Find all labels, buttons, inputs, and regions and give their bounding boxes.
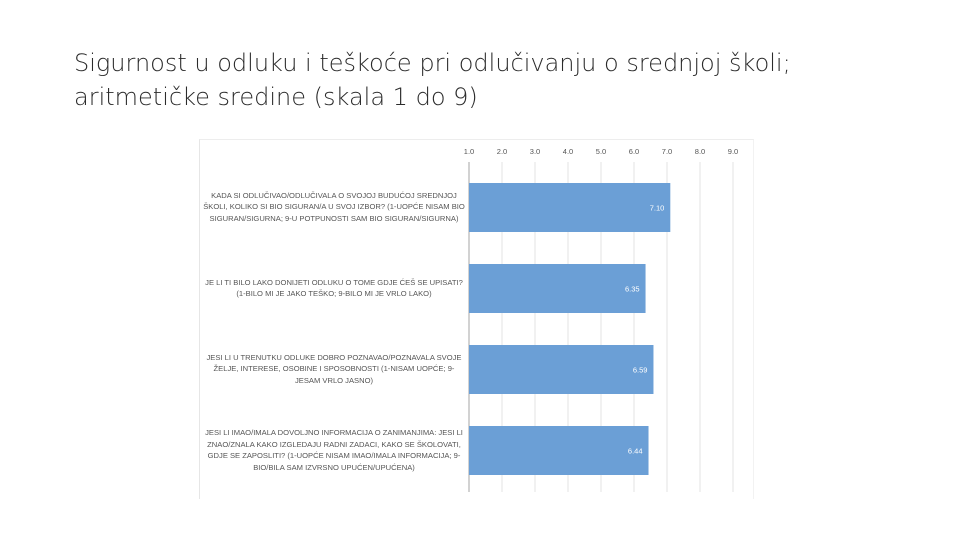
slide-title: Sigurnost u odluku i teškoće pri odlučiv… [74, 46, 914, 114]
x-tick-label: 8.0 [695, 147, 705, 156]
x-tick-label: 5.0 [596, 147, 606, 156]
bar-4 [469, 426, 649, 475]
slide-title-line-1: Sigurnost u odluku i teškoće pri odlučiv… [74, 49, 791, 77]
data-label-3: 6.59 [633, 366, 648, 375]
data-label-1: 7.10 [650, 204, 665, 213]
category-label-1: KADA SI ODLUČIVAO/ODLUČIVALA O SVOJOJ BU… [203, 190, 465, 223]
x-tick-label: 3.0 [530, 147, 540, 156]
x-tick-label: 6.0 [629, 147, 639, 156]
category-label-3: JESI LI U TRENUTKU ODLUKE DOBRO POZNAVAO… [206, 352, 462, 385]
bar-chart: 1.0 2.0 3.0 4.0 5.0 6.0 7.0 8.0 9.0 7.10 6.35 6.59 6… [464, 147, 738, 492]
data-label-4: 6.44 [628, 447, 643, 456]
bar-2 [469, 264, 646, 313]
x-tick-label: 2.0 [497, 147, 507, 156]
chart-area: 1.0 2.0 3.0 4.0 5.0 6.0 7.0 8.0 9.0 7.10 6.35 6.59 6… [199, 139, 754, 499]
category-label-2: JE LI TI BILO LAKO DONIJETI ODLUKU O TOM… [205, 277, 463, 299]
x-tick-label: 7.0 [662, 147, 672, 156]
bar-3 [469, 345, 654, 394]
x-tick-label: 1.0 [464, 147, 474, 156]
x-tick-label: 9.0 [728, 147, 738, 156]
bar-1 [469, 183, 671, 232]
slide-title-line-2: aritmetičke sredine (skala 1 do 9) [74, 83, 478, 111]
x-tick-label: 4.0 [563, 147, 573, 156]
category-label-4: JESI LI IMAO/IMALA DOVOLJNO INFORMACIJA … [205, 428, 463, 472]
data-label-2: 6.35 [625, 285, 640, 294]
